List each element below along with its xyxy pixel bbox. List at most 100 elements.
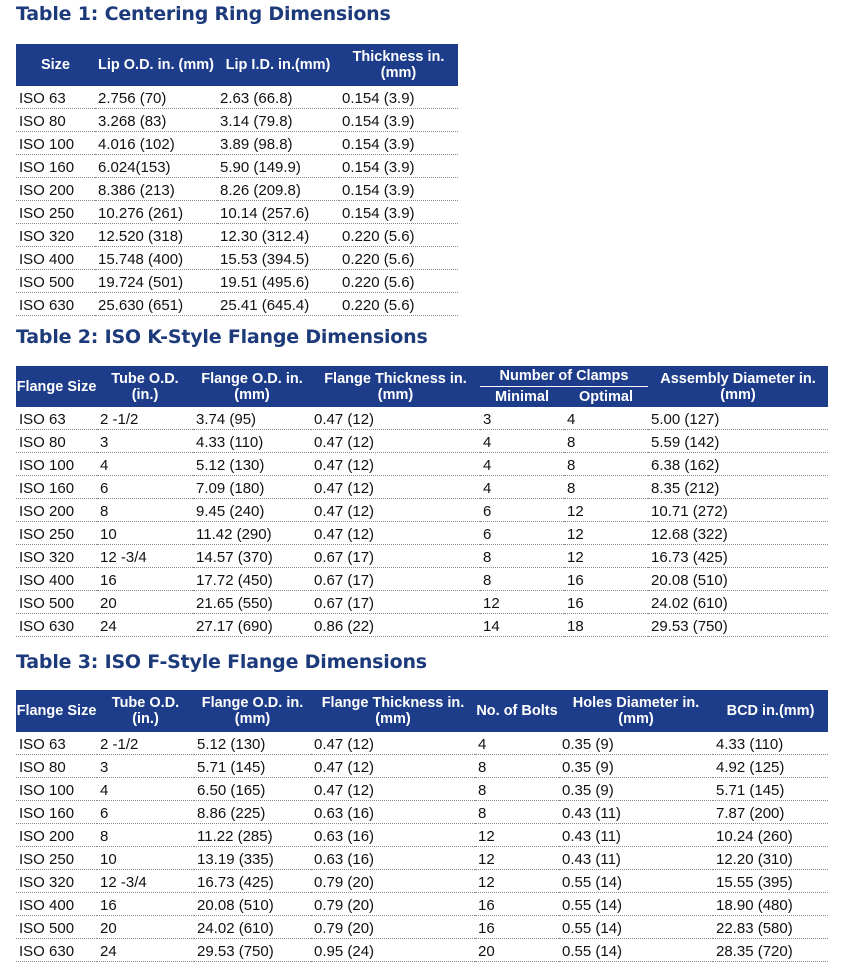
table-cell: 0.35 (9) [559, 732, 713, 755]
table-row: ISO 250 10.276 (261) 10.14 (257.6) 0.154 (3… [16, 200, 458, 224]
table-cell: ISO 200 [16, 498, 97, 522]
table-cell: 8.35 (212) [648, 475, 829, 499]
table-cell: ISO 160 [16, 800, 97, 824]
table-cell: ISO 200 [16, 177, 95, 201]
table-cell: 6.50 (165) [194, 777, 311, 801]
table-cell: 6 [480, 521, 564, 545]
table-row: ISO 400 16 17.72 (450) 0.67 (17) 8 16 20.08 (5… [16, 567, 829, 591]
table-cell: 12 [480, 590, 564, 614]
column-header-no-of-bolts: No. of Bolts [475, 690, 559, 732]
f-style-flange-table: Flange Size Tube O.D. (in.) Flange O.D. … [16, 690, 828, 962]
table-cell: 29.53 (750) [648, 613, 829, 637]
table-cell: 5.00 (127) [648, 407, 829, 430]
table-cell: 18 [564, 613, 649, 637]
table-cell: 12 [475, 846, 559, 870]
table-cell: 0.43 (11) [559, 800, 713, 824]
table-row: ISO 80 3 4.33 (110) 0.47 (12) 4 8 5.59 (142) [16, 429, 829, 453]
table-cell: 10.71 (272) [648, 498, 829, 522]
column-header-bcd: BCD in.(mm) [713, 690, 828, 732]
table-cell: 29.53 (750) [194, 938, 311, 962]
table-row: ISO 500 19.724 (501) 19.51 (495.6) 0.220 (5… [16, 269, 458, 293]
table-cell: 8 [564, 429, 649, 453]
table-cell: 4.33 (110) [713, 732, 828, 755]
table-row: ISO 80 3.268 (83) 3.14 (79.8) 0.154 (3.9) [16, 108, 458, 132]
table-cell: 12 -3/4 [97, 544, 193, 568]
table-cell: 10 [97, 521, 193, 545]
table-cell: 25.41 (645.4) [217, 292, 339, 316]
table-cell: 0.35 (9) [559, 754, 713, 778]
table-row: ISO 63 2.756 (70) 2.63 (66.8) 0.154 (3.9) [16, 86, 458, 109]
table-cell: 16 [475, 892, 559, 916]
table-cell: 8 [564, 475, 649, 499]
table-cell: ISO 100 [16, 452, 97, 476]
table-cell: 16 [564, 590, 649, 614]
table-cell: 24.02 (610) [194, 915, 311, 939]
table-cell: 11.22 (285) [194, 823, 311, 847]
table-cell: 3 [97, 429, 193, 453]
table-cell: 0.220 (5.6) [339, 223, 458, 247]
column-header-flange-size: Flange Size [16, 690, 97, 732]
table-cell: 12 [564, 544, 649, 568]
table-cell: 4.016 (102) [95, 131, 217, 155]
table-cell: 0.154 (3.9) [339, 154, 458, 178]
table-cell: 0.47 (12) [311, 429, 480, 453]
table-cell: 0.43 (11) [559, 823, 713, 847]
table-cell: 24 [97, 938, 194, 962]
table3-title: Table 3: ISO F-Style Flange Dimensions [16, 651, 427, 673]
table-cell: ISO 100 [16, 131, 95, 155]
table-cell: 12 -3/4 [97, 869, 194, 893]
table-cell: 20.08 (510) [648, 567, 829, 591]
table-cell: ISO 250 [16, 521, 97, 545]
column-header-flange-size: Flange Size [16, 366, 97, 407]
table-cell: 17.72 (450) [193, 567, 311, 591]
column-header-flange-thickness: Flange Thickness in. (mm) [311, 366, 480, 407]
table-cell: 21.65 (550) [193, 590, 311, 614]
table-cell: 8 [97, 498, 193, 522]
column-header-size: Size [16, 44, 95, 86]
table-cell: ISO 500 [16, 269, 95, 293]
table-cell: 5.71 (145) [194, 754, 311, 778]
table-row: ISO 160 6.024(153) 5.90 (149.9) 0.154 (3.9) [16, 154, 458, 178]
table-cell: 8 [475, 754, 559, 778]
table-cell: ISO 500 [16, 915, 97, 939]
table-row: ISO 250 10 13.19 (335) 0.63 (16) 12 0.43 (11)… [16, 846, 828, 870]
table-cell: 4.92 (125) [713, 754, 828, 778]
column-header-flange-od: Flange O.D. in.(mm) [194, 690, 311, 732]
table-cell: 5.12 (130) [194, 732, 311, 755]
table-cell: 4 [97, 452, 193, 476]
table-cell: 7.87 (200) [713, 800, 828, 824]
table-cell: 10.276 (261) [95, 200, 217, 224]
table-cell: 14 [480, 613, 564, 637]
table-row: ISO 100 4 5.12 (130) 0.47 (12) 4 8 6.38 (162) [16, 452, 829, 476]
table-cell: 20 [97, 915, 194, 939]
table-cell: 0.55 (14) [559, 938, 713, 962]
table-cell: 0.220 (5.6) [339, 269, 458, 293]
table-cell: 5.59 (142) [648, 429, 829, 453]
table-cell: 0.47 (12) [311, 777, 475, 801]
column-header-lip-od: Lip O.D. in. (mm) [95, 44, 217, 86]
table-cell: 8 [97, 823, 194, 847]
table-cell: 11.42 (290) [193, 521, 311, 545]
table-cell: 12.30 (312.4) [217, 223, 339, 247]
table-cell: 16 [97, 567, 193, 591]
table-cell: 0.55 (14) [559, 892, 713, 916]
table-cell: 2 -1/2 [97, 732, 194, 755]
table-cell: ISO 250 [16, 846, 97, 870]
table-cell: 0.86 (22) [311, 613, 480, 637]
table-cell: 0.47 (12) [311, 521, 480, 545]
table-cell: 12 [475, 823, 559, 847]
table-cell: ISO 320 [16, 223, 95, 247]
table-row: ISO 100 4 6.50 (165) 0.47 (12) 8 0.35 (9) 5.71… [16, 777, 828, 801]
table-cell: 15.55 (395) [713, 869, 828, 893]
table-cell: 2.756 (70) [95, 86, 217, 109]
table-cell: 10.14 (257.6) [217, 200, 339, 224]
table-cell: 28.35 (720) [713, 938, 828, 962]
table-row: ISO 320 12.520 (318) 12.30 (312.4) 0.220 (5… [16, 223, 458, 247]
table-cell: 12 [564, 498, 649, 522]
table-row: ISO 400 16 20.08 (510) 0.79 (20) 16 0.55 (14)… [16, 892, 828, 916]
table-row: ISO 400 15.748 (400) 15.53 (394.5) 0.220 (5… [16, 246, 458, 270]
table-cell: 22.83 (580) [713, 915, 828, 939]
table-cell: ISO 400 [16, 567, 97, 591]
table-cell: 16 [475, 915, 559, 939]
table-cell: 0.67 (17) [311, 590, 480, 614]
